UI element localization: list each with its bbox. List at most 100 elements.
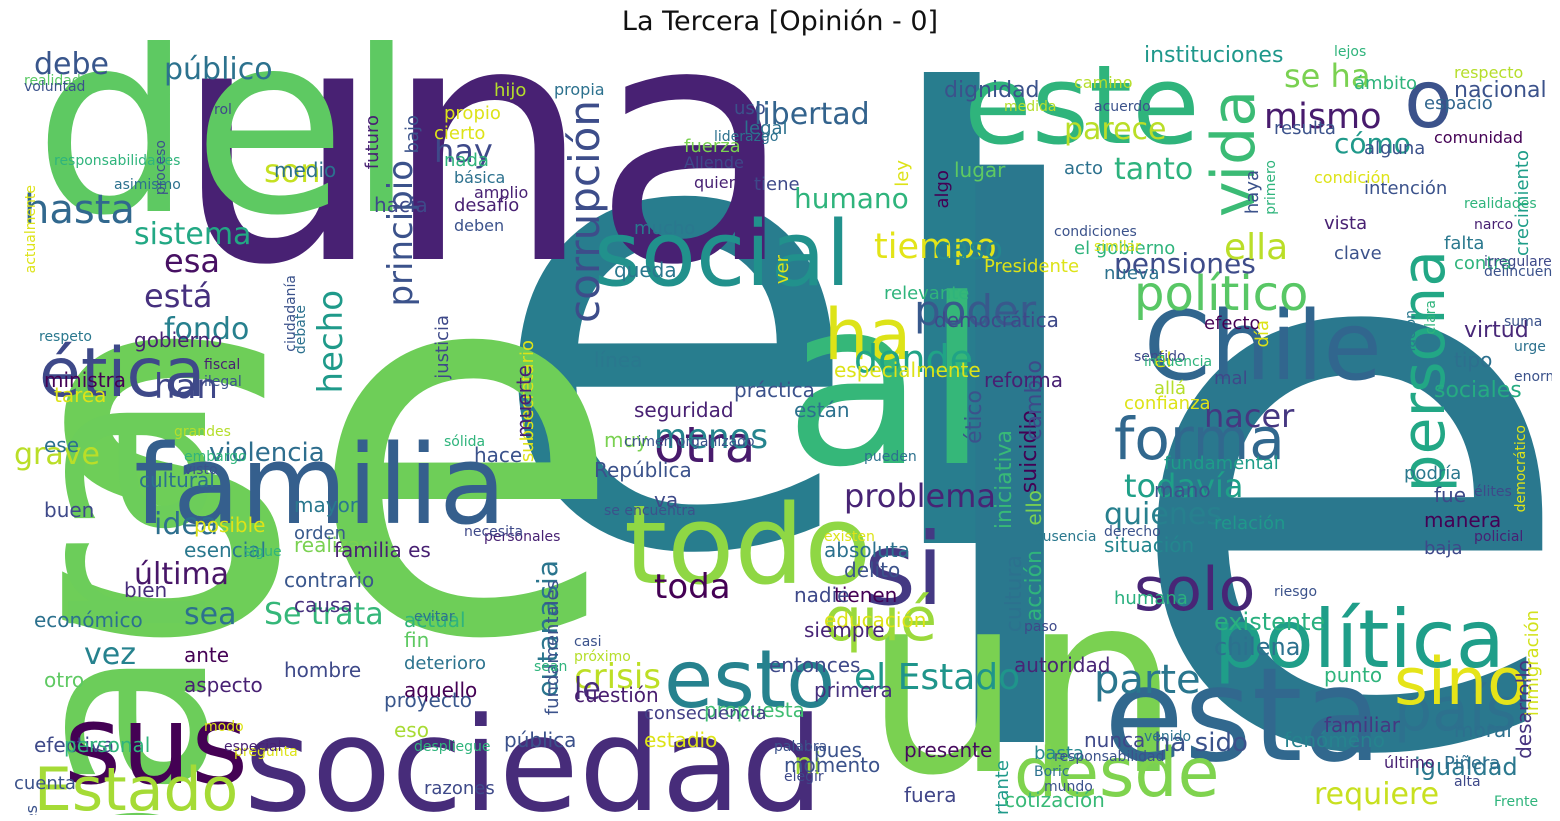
word-social: social	[594, 202, 851, 307]
word-propia: propia	[554, 80, 605, 99]
word-grandes: grandes	[174, 424, 231, 440]
word-realizar: realizar	[294, 533, 369, 557]
word-practica: práctica	[734, 378, 815, 402]
word-hay: hay	[434, 132, 493, 170]
word-respecto: respecto	[1454, 63, 1524, 82]
word-responsabilidades: responsabilidades	[54, 153, 181, 169]
word-realidad: realidad	[24, 73, 81, 89]
word-asimismo: asimismo	[114, 177, 181, 193]
word-intencion: intención	[1364, 178, 1448, 199]
word-o: o	[1404, 53, 1453, 146]
word-caso: caso	[934, 232, 1003, 267]
word-sentido: sentido	[1134, 349, 1186, 365]
word-baja: baja	[1424, 538, 1463, 559]
word-fundamental: fundamental	[1164, 453, 1279, 474]
word-forma: forma	[1114, 405, 1285, 473]
word-solida: sólida	[444, 434, 486, 450]
word-se-encuentra: se encuentra	[604, 503, 696, 519]
word-voluntad: voluntad	[24, 79, 86, 95]
word-este: este	[964, 41, 1200, 169]
word-un: un	[864, 539, 1181, 815]
word-ha: ha	[824, 294, 912, 376]
word-condiciones: condiciones	[1054, 224, 1137, 240]
word-fue: fue	[1434, 483, 1467, 507]
word-ausencia: ausencia	[1034, 529, 1097, 545]
word-pinera: Piñera	[1444, 753, 1501, 774]
word-fuerza: fuerza	[684, 136, 741, 157]
word-cultural: cultural	[139, 468, 215, 492]
word-sigue: sigue	[244, 544, 282, 560]
word-autoridad: autoridad	[1014, 653, 1111, 677]
word-resulta: resulta	[1274, 118, 1336, 139]
word-muerte: muerte	[512, 365, 536, 438]
word-alguna: alguna	[1364, 138, 1426, 159]
word-violencia: violencia	[209, 438, 325, 468]
word-si: si	[864, 511, 944, 628]
word-suma: suma	[1504, 314, 1543, 330]
word-nacion: nación	[1403, 310, 1419, 357]
word-sociales: sociales	[1434, 378, 1522, 403]
word-similar: similar	[1094, 239, 1141, 255]
word-cotizacion: cotización	[1004, 788, 1105, 812]
word-contrario: contrario	[284, 568, 375, 592]
word-necesita: necesita	[464, 524, 524, 540]
word-punto: punto	[1324, 663, 1383, 687]
word-vista: vista	[1324, 213, 1368, 234]
word-seguridad: seguridad	[634, 398, 734, 422]
word-tiempo: tiempo	[874, 227, 997, 267]
word-inmigracion: inmigración	[1522, 610, 1543, 717]
word-republica: República	[594, 458, 692, 482]
word-menos: menos	[654, 417, 769, 457]
word-persona: persona	[1389, 250, 1459, 493]
word-accion: acción	[1022, 550, 1047, 622]
word-libertad: libertad	[754, 97, 870, 132]
word-el-estado: el Estado	[854, 657, 1021, 698]
word-democratica: democrática	[934, 308, 1059, 332]
word-momento: momento	[784, 753, 881, 777]
word-se-ha: se ha	[1284, 57, 1371, 95]
word-fundamentales: fundamentales	[542, 580, 563, 716]
word-despliegue: despliegue	[414, 739, 491, 755]
word-visto: visto	[184, 462, 218, 478]
word-relevante: relevante	[884, 283, 970, 304]
word-alla: allá	[1154, 378, 1187, 399]
word-palabra: palabra	[774, 739, 828, 755]
word-riesgo: riesgo	[1274, 584, 1318, 600]
word-debe: debe	[34, 47, 109, 82]
word-ante: ante	[184, 643, 230, 667]
word-el: el	[484, 40, 1038, 690]
word-publica: pública	[504, 728, 577, 752]
word-reforma: reforma	[984, 368, 1063, 392]
word-economico: económico	[34, 608, 143, 632]
word-el: él	[1154, 348, 1172, 372]
word-camino: camino	[1074, 73, 1133, 92]
word-buen: buen	[44, 498, 95, 522]
word-presente: presente	[904, 738, 993, 762]
word-toda: toda	[654, 567, 731, 607]
word-desafio: desafío	[454, 195, 520, 216]
chart-title: La Tercera [Opinión - 0]	[621, 6, 939, 37]
word-contra: contra	[1454, 253, 1512, 274]
word-mal: mal	[1214, 368, 1248, 389]
word-chile: Chile	[1144, 292, 1382, 402]
word-basica: básica	[454, 168, 506, 187]
word-consecuencia: consecuencia	[644, 703, 767, 724]
word-nacional: nacional	[1454, 78, 1547, 103]
word-hecho: hecho	[311, 290, 351, 394]
word-se-trata: Se trata	[264, 597, 384, 632]
word-sus: sus	[64, 681, 249, 809]
word-hijo: hijo	[494, 80, 527, 101]
word-gobierno: gobierno	[134, 328, 223, 352]
word-respeto: respeto	[39, 329, 92, 345]
word-otro: otro	[44, 668, 85, 692]
word-bajo: bajo	[402, 115, 423, 154]
word-principio: principio	[381, 160, 421, 307]
word-entonces: entonces	[769, 653, 861, 677]
word-son: son	[264, 152, 321, 190]
word-proceso: proceso	[153, 140, 169, 196]
word-tipo: tipo	[1454, 348, 1493, 372]
word-allende: Allende	[684, 153, 744, 172]
word-educacion: educación	[824, 608, 927, 632]
word-hacia: hacia	[374, 193, 428, 217]
word-quien: quien	[694, 173, 739, 192]
